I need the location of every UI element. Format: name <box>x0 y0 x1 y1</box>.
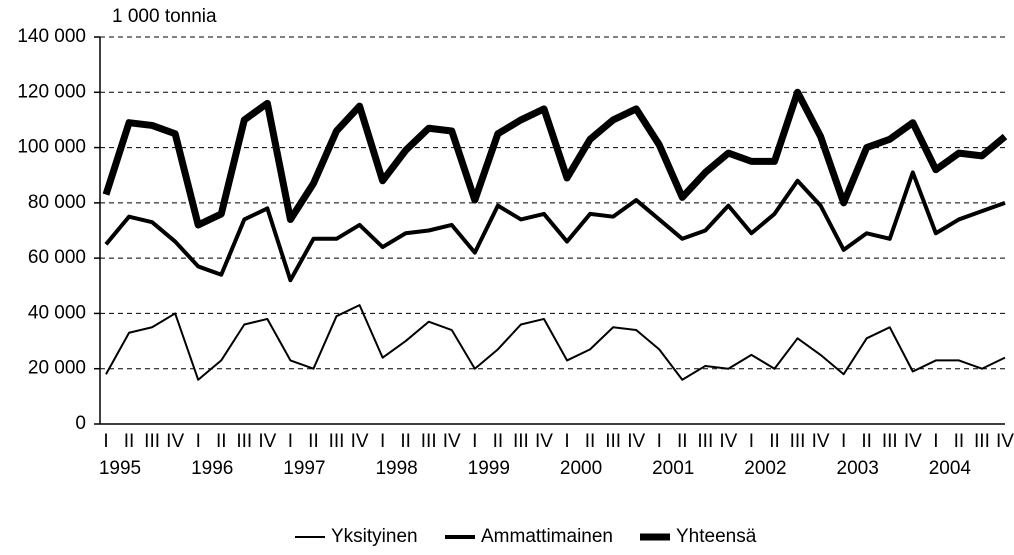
y-tick-label: 120 000 <box>17 81 86 102</box>
x-tick-label: III <box>882 431 898 452</box>
x-tick-label: IV <box>351 431 369 452</box>
year-label: 1995 <box>99 458 141 479</box>
year-label: 2000 <box>560 458 602 479</box>
x-tick-label: III <box>790 431 806 452</box>
year-label: 1998 <box>375 458 417 479</box>
y-axis-label: 1 000 tonnia <box>112 6 217 27</box>
x-tick-label: II <box>769 431 780 452</box>
x-tick-label: II <box>124 431 135 452</box>
x-tick-label: III <box>421 431 437 452</box>
year-label: 1997 <box>283 458 325 479</box>
x-tick-label: IV <box>904 431 922 452</box>
x-tick-label: I <box>288 431 293 452</box>
x-tick-label: III <box>236 431 252 452</box>
x-tick-label: IV <box>258 431 276 452</box>
y-tick-label: 140 000 <box>17 26 86 47</box>
x-tick-label: I <box>472 431 477 452</box>
series-line <box>102 88 1008 229</box>
x-tick-label: I <box>933 431 938 452</box>
legend-label: Yksityinen <box>331 526 418 547</box>
year-label: 2003 <box>837 458 879 479</box>
year-label: 1996 <box>191 458 233 479</box>
x-tick-label: II <box>308 431 319 452</box>
x-tick-label: IV <box>996 431 1014 452</box>
x-tick-label: II <box>493 431 504 452</box>
x-tick-label: II <box>861 431 872 452</box>
legend-label: Yhteensä <box>676 526 757 547</box>
x-tick-label: III <box>697 431 713 452</box>
x-tick-label: I <box>103 431 108 452</box>
x-tick-label: IV <box>443 431 461 452</box>
x-tick-label: II <box>216 431 227 452</box>
x-tick-label: I <box>380 431 385 452</box>
x-tick-label: I <box>196 431 201 452</box>
x-tick-label: IV <box>812 431 830 452</box>
x-tick-label: IV <box>166 431 184 452</box>
series-line <box>104 170 1006 283</box>
x-tick-label: I <box>564 431 569 452</box>
y-tick-label: 100 000 <box>17 137 86 158</box>
x-tick-label: III <box>605 431 621 452</box>
year-label: 2002 <box>744 458 786 479</box>
series-line <box>105 304 1006 381</box>
x-tick-label: I <box>749 431 754 452</box>
x-tick-label: IV <box>719 431 737 452</box>
x-tick-label: III <box>329 431 345 452</box>
x-tick-label: III <box>513 431 529 452</box>
x-tick-label: I <box>657 431 662 452</box>
y-tick-label: 60 000 <box>28 247 86 268</box>
x-tick-label: II <box>677 431 688 452</box>
x-tick-label: III <box>144 431 160 452</box>
x-tick-label: II <box>954 431 965 452</box>
y-tick-label: 0 <box>75 413 86 434</box>
x-tick-label: IV <box>535 431 553 452</box>
x-tick-label: I <box>841 431 846 452</box>
y-tick-label: 40 000 <box>28 302 86 323</box>
legend-label: Ammattimainen <box>481 526 613 547</box>
y-tick-label: 80 000 <box>28 192 86 213</box>
y-tick-label: 20 000 <box>28 358 86 379</box>
x-tick-label: II <box>400 431 411 452</box>
year-label: 1999 <box>468 458 510 479</box>
year-label: 2004 <box>929 458 972 479</box>
x-tick-label: IV <box>627 431 645 452</box>
x-tick-label: II <box>585 431 596 452</box>
year-label: 2001 <box>652 458 694 479</box>
x-tick-label: III <box>974 431 990 452</box>
